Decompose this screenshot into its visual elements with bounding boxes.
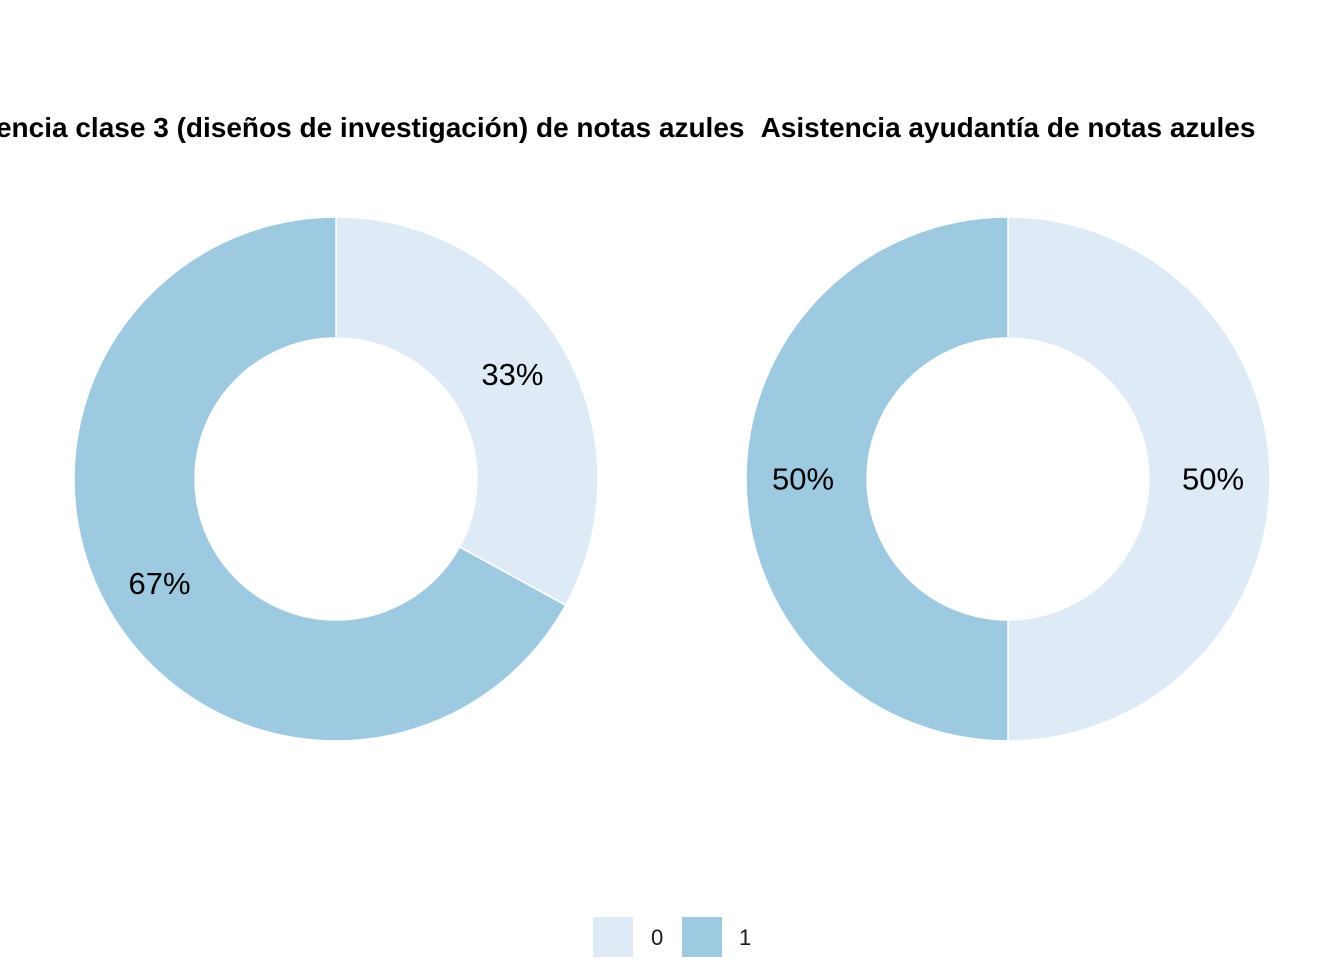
- chart-title-ayudantia: Asistencia ayudantía de notas azules: [761, 112, 1256, 143]
- donut-chart-attendance-ayudantia: Asistencia ayudantía de notas azules 50%…: [745, 112, 1271, 742]
- labels-class-3: 33% 67%: [129, 357, 544, 601]
- labels-ayudantia: 50% 50%: [772, 462, 1244, 497]
- slice-ayudantia-1: [745, 216, 1009, 742]
- donut-chart-attendance-class-3: Asistencia clase 3 (diseños de investiga…: [0, 112, 744, 742]
- legend-key-0: [593, 917, 633, 957]
- slice-class-3-0: [335, 216, 599, 607]
- slices-class-3: [73, 216, 599, 742]
- slice-label-ayudantia-1: 50%: [772, 462, 834, 497]
- slice-label-class-3-1: 67%: [129, 566, 191, 601]
- legend: 0 1: [593, 917, 751, 957]
- legend-key-1: [682, 917, 722, 957]
- slice-label-ayudantia-0: 50%: [1182, 462, 1244, 497]
- slice-label-class-3-0: 33%: [481, 357, 543, 392]
- chart-title-class-3: Asistencia clase 3 (diseños de investiga…: [0, 112, 744, 143]
- legend-label-1: 1: [739, 925, 751, 950]
- slices-ayudantia: [745, 216, 1271, 742]
- slice-class-3-1: [73, 216, 567, 742]
- slice-ayudantia-0: [1007, 216, 1271, 742]
- legend-label-0: 0: [651, 925, 663, 950]
